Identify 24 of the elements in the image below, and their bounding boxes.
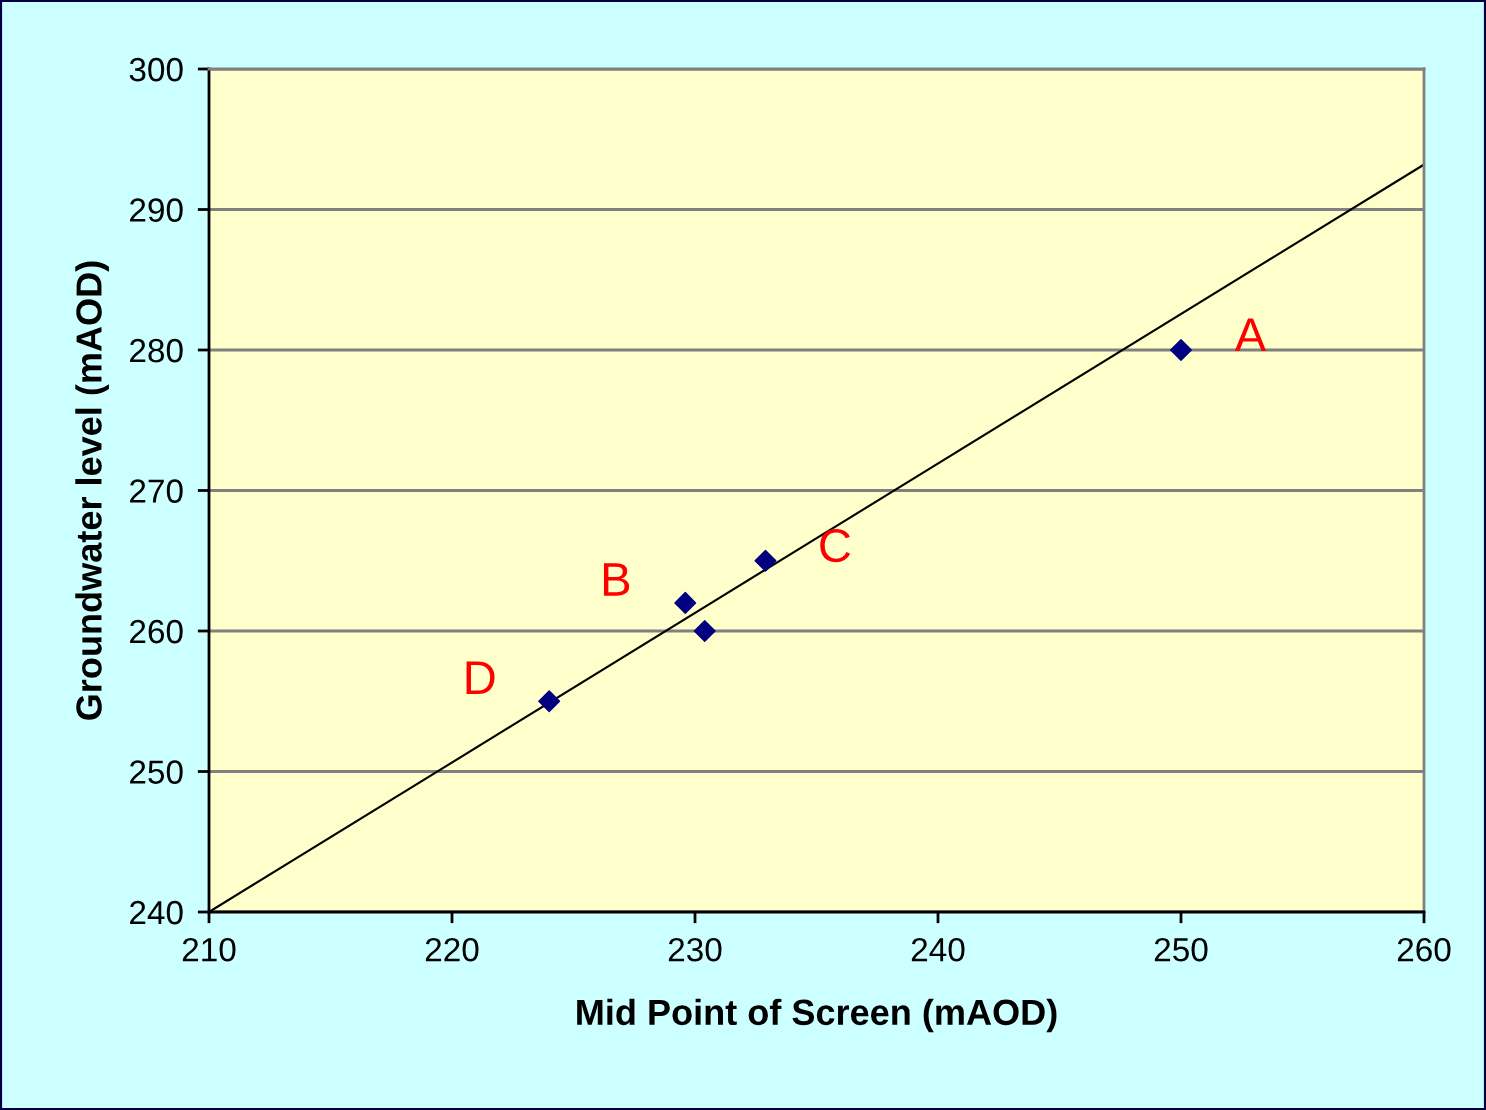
point (693, 620, 716, 642)
y-tick-label: 260 (130, 619, 183, 644)
y-tick-label: 290 (130, 198, 183, 222)
x-tick-label: 230 (668, 937, 722, 962)
y-tick-label: 250 (130, 760, 183, 784)
y-tick-label: 300 (129, 57, 183, 82)
point (754, 549, 777, 572)
annotation: B (603, 563, 630, 596)
x-tick-label: 210 (182, 937, 236, 962)
x-tick-label: 250 (1154, 937, 1208, 962)
annotation: C (820, 528, 851, 563)
point (674, 591, 697, 614)
y-tick-label: 270 (130, 479, 183, 503)
annotation: A (1234, 318, 1267, 352)
y-axis-title: Groundwater level (mAOD) (75, 261, 109, 720)
y-tick-label: 280 (130, 338, 183, 363)
x-axis-title: Mid Point of Screen (mAOD) (577, 998, 1057, 1033)
point (538, 690, 561, 713)
x-tick-label: 240 (911, 937, 965, 962)
annotation: D (466, 661, 495, 695)
x-tick-label: 220 (425, 937, 479, 962)
point (1170, 339, 1192, 361)
y-tick-label: 240 (130, 900, 183, 925)
x-tick-label: 260 (1397, 937, 1451, 962)
